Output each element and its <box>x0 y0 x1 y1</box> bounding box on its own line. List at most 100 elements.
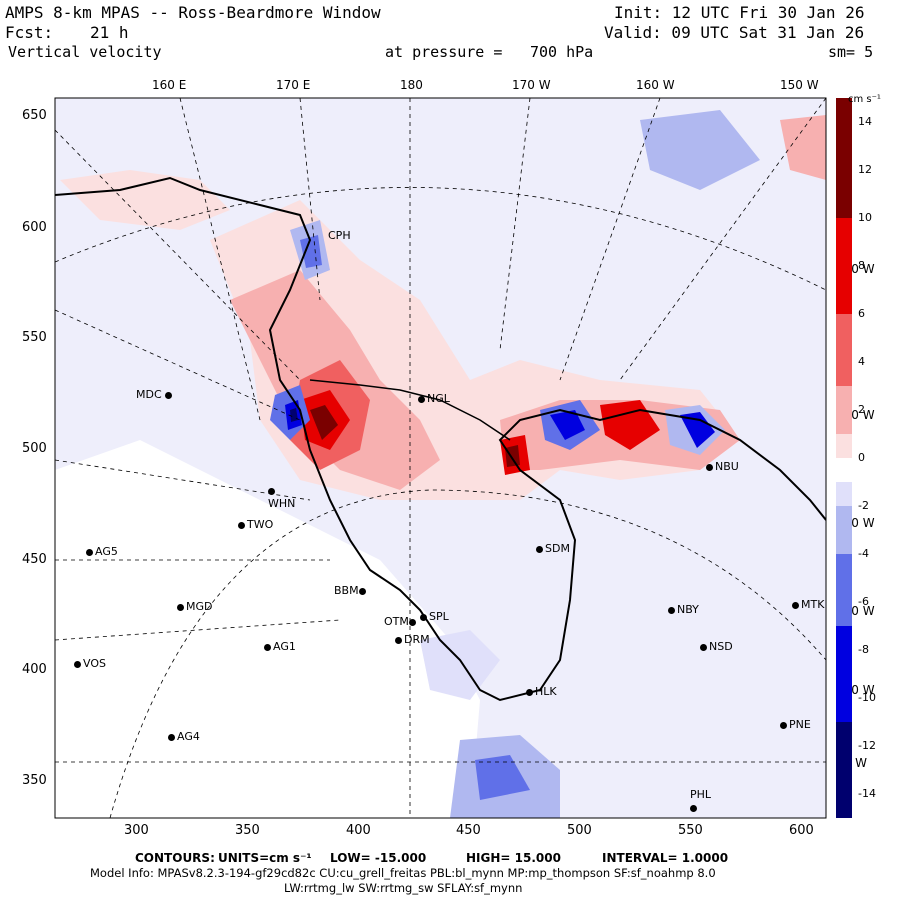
forecast-label: Fcst: <box>5 23 54 42</box>
colorbar-tick: -12 <box>858 739 876 752</box>
colorbar-band <box>836 482 852 507</box>
y-tick: 400 <box>22 662 47 677</box>
y-tick: 350 <box>22 773 47 788</box>
vertical-velocity-field <box>55 98 826 818</box>
station-ngl: NGL <box>418 392 450 405</box>
colorbar-band <box>836 170 852 195</box>
colorbar-tick: 10 <box>858 211 872 224</box>
y-tick: 550 <box>22 330 47 345</box>
colorbar-band <box>836 242 852 267</box>
station-nbu: NBU <box>706 460 739 473</box>
colorbar-band <box>836 674 852 699</box>
model-info-2: LW:rrtmg_lw SW:rrtmg_sw SFLAY:sf_mynn <box>284 881 523 895</box>
x-tick: 400 <box>346 823 371 838</box>
y-tick: 600 <box>22 220 47 235</box>
colorbar-band <box>836 506 852 531</box>
colorbar-band <box>836 146 852 171</box>
colorbar-band <box>836 338 852 363</box>
lon-label-170w: 170 W <box>512 78 551 92</box>
field-name: Vertical velocity <box>8 43 162 61</box>
colorbar-band <box>836 98 852 123</box>
y-tick: 450 <box>22 552 47 567</box>
colorbar-band <box>836 218 852 243</box>
colorbar-band <box>836 626 852 651</box>
x-tick: 450 <box>456 823 481 838</box>
colorbar-band <box>836 314 852 339</box>
station-whn: WHN <box>268 484 295 510</box>
station-spl: SPL <box>420 610 449 623</box>
station-ag1: AG1 <box>264 640 296 653</box>
colorbar-tick: 2 <box>858 403 865 416</box>
colorbar-band <box>836 194 852 219</box>
contour-high: HIGH= 15.000 <box>466 851 561 865</box>
pressure-label: at pressure = <box>385 43 503 61</box>
y-tick: 500 <box>22 441 47 456</box>
init-time: Init: 12 UTC Fri 30 Jan 26 <box>614 3 865 22</box>
station-hlk: HLK <box>526 685 557 698</box>
colorbar-band <box>836 458 852 483</box>
station-sdm: SDM <box>536 542 570 555</box>
contour-low: LOW= -15.000 <box>330 851 427 865</box>
colorbar-tick: -8 <box>858 643 869 656</box>
colorbar-tick: -10 <box>858 691 876 704</box>
colorbar-band <box>836 746 852 771</box>
x-tick: 500 <box>567 823 592 838</box>
colorbar <box>836 98 852 818</box>
x-tick: 300 <box>124 823 149 838</box>
station-two: TWO <box>238 518 273 531</box>
station-cph: CPH <box>328 229 351 242</box>
colorbar-tick: -6 <box>858 595 869 608</box>
contours-label: CONTOURS: <box>135 851 215 865</box>
colorbar-tick: 6 <box>858 307 865 320</box>
lon-label-150w: 150 W <box>780 78 819 92</box>
contour-units: UNITS=cm s⁻¹ <box>218 851 312 865</box>
colorbar-tick: 4 <box>858 355 865 368</box>
station-otm: OTM <box>384 615 418 628</box>
lon-label-160w: 160 W <box>636 78 675 92</box>
colorbar-band <box>836 362 852 387</box>
station-bbm: BBM <box>334 584 368 597</box>
station-ag5: AG5 <box>86 545 118 558</box>
station-vos: VOS <box>74 657 106 670</box>
colorbar-band <box>836 578 852 603</box>
station-nsd: NSD <box>700 640 733 653</box>
colorbar-tick: 0 <box>858 451 865 464</box>
colorbar-tick: 8 <box>858 259 865 272</box>
colorbar-band <box>836 554 852 579</box>
model-info: Model Info: MPASv8.2.3-194-gf29cd82c CU:… <box>90 866 716 880</box>
colorbar-band <box>836 722 852 747</box>
station-pne: PNE <box>780 718 811 731</box>
colorbar-band <box>836 602 852 627</box>
y-tick: 650 <box>22 108 47 123</box>
colorbar-band <box>836 650 852 675</box>
smoothing-value: sm= 5 <box>828 43 874 61</box>
lon-label-160e: 160 E <box>152 78 187 92</box>
station-mtk: MTK <box>792 598 824 611</box>
station-mdc: MDC <box>136 388 174 401</box>
valid-time: Valid: 09 UTC Sat 31 Jan 26 <box>604 23 865 42</box>
contour-interval: INTERVAL= 1.0000 <box>602 851 729 865</box>
x-tick: 550 <box>678 823 703 838</box>
colorbar-band <box>836 434 852 459</box>
colorbar-band <box>836 386 852 411</box>
forecast-hour: 21 h <box>90 23 129 42</box>
pressure-value: 700 hPa <box>530 43 594 61</box>
station-nby: NBY <box>668 603 699 616</box>
colorbar-tick: 14 <box>858 115 872 128</box>
station-phl: PHL <box>690 788 711 814</box>
colorbar-units: cm s⁻¹ <box>848 94 881 105</box>
station-drm: DRM <box>395 633 430 646</box>
colorbar-band <box>836 290 852 315</box>
colorbar-band <box>836 770 852 795</box>
plot-title: AMPS 8-km MPAS -- Ross-Beardmore Window <box>5 3 381 22</box>
lon-label-170e: 170 E <box>276 78 311 92</box>
colorbar-band <box>836 410 852 435</box>
station-mgd: MGD <box>177 600 213 613</box>
colorbar-tick: 12 <box>858 163 872 176</box>
colorbar-band <box>836 266 852 291</box>
colorbar-band <box>836 698 852 723</box>
x-tick: 350 <box>235 823 260 838</box>
x-tick: 600 <box>789 823 814 838</box>
colorbar-band <box>836 794 852 818</box>
